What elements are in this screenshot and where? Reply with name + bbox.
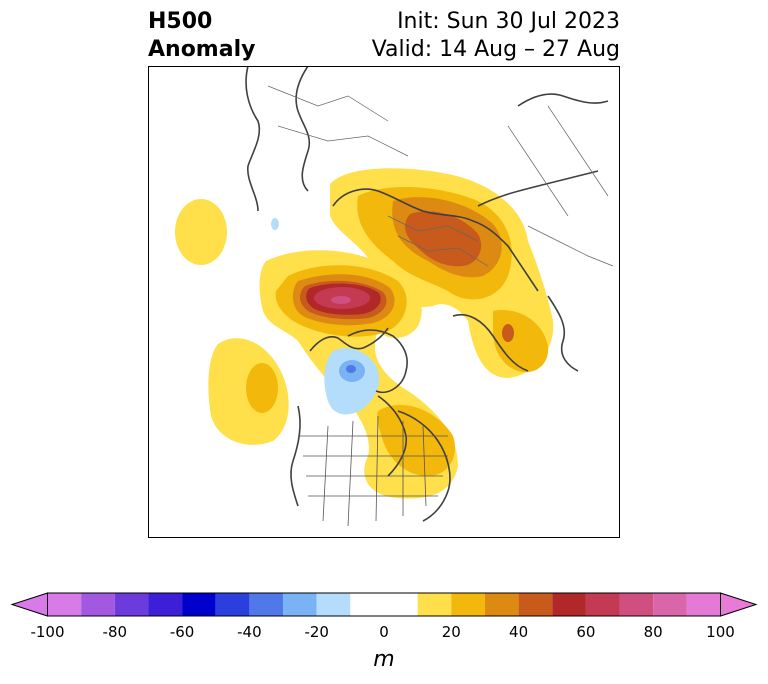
- title-line-1: H500: [148, 9, 213, 34]
- colorbar-extend-low: [10, 592, 48, 617]
- colorbar-bin: [484, 593, 519, 616]
- colorbar-bin: [316, 593, 351, 616]
- colorbar-bin: [585, 593, 620, 616]
- state-borders: [298, 415, 448, 527]
- title-line-2: Anomaly: [148, 37, 256, 62]
- colorbar-tick-label: -40: [237, 623, 262, 641]
- colorbar-tick-label: 100: [706, 623, 735, 641]
- colorbar-extend-high: [720, 592, 758, 617]
- colorbar-tick-label: 60: [576, 623, 596, 641]
- colorbar-bin: [215, 593, 250, 616]
- anomaly-shading: [175, 168, 554, 499]
- colorbar-tick-label: -20: [304, 623, 329, 641]
- map-title: H500 Anomaly: [148, 8, 255, 64]
- colorbar-bin: [148, 593, 183, 616]
- colorbar-units: m: [373, 647, 395, 672]
- colorbar-tick-label: 40: [509, 623, 529, 641]
- colorbar-bin: [47, 593, 82, 616]
- colorbar-tick-label: 0: [379, 623, 389, 641]
- forecast-dates: Init: Sun 30 Jul 2023 Valid: 14 Aug – 27…: [372, 8, 620, 64]
- colorbar-bin: [552, 593, 586, 616]
- colorbar-bin: [451, 593, 485, 616]
- colorbar-bin: [686, 593, 721, 616]
- colorbar-tick-label: -100: [30, 623, 65, 641]
- map-border: [148, 66, 620, 538]
- init-date: Init: Sun 30 Jul 2023: [397, 9, 620, 34]
- valid-range: Valid: 14 Aug – 27 Aug: [371, 37, 620, 62]
- colorbar-bin: [114, 593, 149, 616]
- colorbar-tick-label: -60: [169, 623, 195, 641]
- colorbar-bin: [350, 593, 418, 616]
- colorbar-bin: [81, 593, 115, 616]
- colorbar-bin: [518, 593, 553, 616]
- colorbar-bin: [182, 593, 216, 616]
- colorbar-tick-label: -80: [102, 623, 128, 641]
- colorbar-bin: [249, 593, 284, 616]
- colorbar-bin: [619, 593, 654, 616]
- anomaly-map: [148, 66, 620, 538]
- colorbar-border: [47, 592, 721, 617]
- coastlines: [245, 66, 609, 522]
- colorbar-bin: [653, 593, 687, 616]
- colorbar: [10, 592, 758, 617]
- colorbar-bin: [283, 593, 317, 616]
- colorbar-tick-label: 80: [643, 623, 663, 641]
- colorbar-bin: [417, 593, 452, 616]
- country-borders: [267, 85, 614, 267]
- colorbar-tick-label: 20: [441, 623, 461, 641]
